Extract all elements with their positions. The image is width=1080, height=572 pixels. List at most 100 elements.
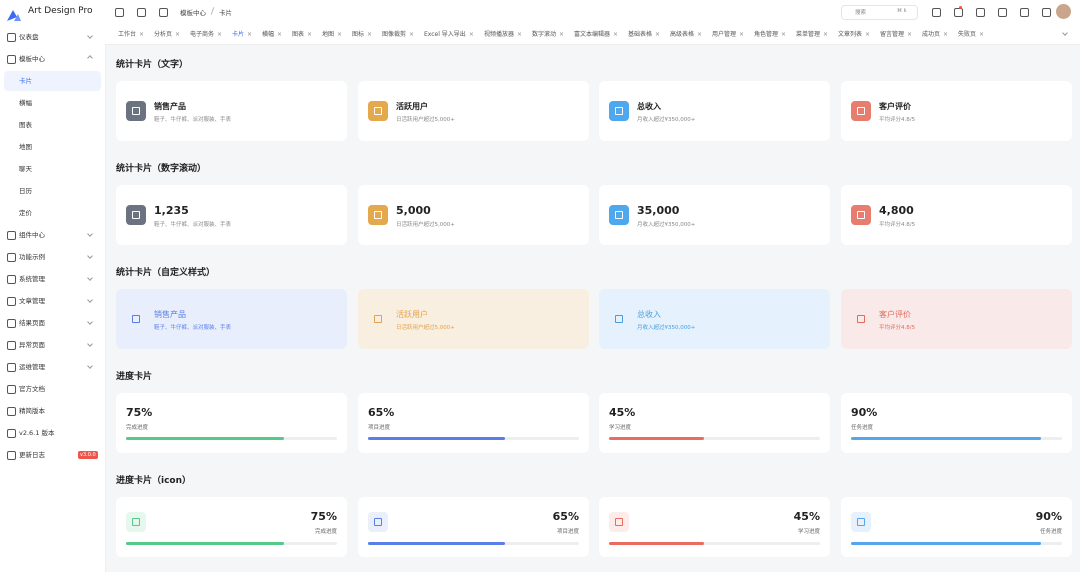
card-desc: 平均评分4.8/5 (879, 325, 916, 331)
submenu-item[interactable]: 横幅 (19, 99, 32, 107)
toolbar-icon[interactable] (954, 8, 963, 17)
tab[interactable]: 失败页 × (954, 29, 988, 40)
toolbar-icon[interactable] (1020, 8, 1029, 17)
tab-label: 地图 (322, 31, 335, 38)
tab-close[interactable]: × (337, 31, 343, 38)
toolbar-icon[interactable] (976, 8, 985, 17)
tab-close[interactable]: × (943, 31, 949, 38)
menu-icon (7, 231, 16, 240)
menu-item[interactable]: 仪表盘 (19, 33, 39, 41)
tab[interactable]: 成功页 × (918, 29, 952, 40)
tab-close[interactable]: × (217, 31, 223, 38)
toolbar-icon[interactable] (998, 8, 1007, 17)
tab-close[interactable]: × (781, 31, 787, 38)
toolbar-icon[interactable] (932, 8, 941, 17)
submenu-item[interactable]: 聊天 (19, 165, 32, 173)
breadcrumb: 卡片 (219, 9, 232, 17)
menu-item[interactable]: 组件中心 (19, 231, 45, 239)
card-desc: 日活跃用户超过5,000+ (396, 222, 455, 228)
submenu-item[interactable]: 日历 (19, 187, 32, 195)
toolbar-icon[interactable] (159, 8, 168, 17)
tab-close[interactable]: × (409, 31, 415, 38)
tab-close[interactable]: × (559, 31, 565, 38)
tab-close[interactable]: × (175, 31, 181, 38)
tab-close[interactable]: × (907, 31, 913, 38)
tab-label: 留言管理 (880, 31, 905, 38)
tab-close[interactable]: × (139, 31, 145, 38)
tab[interactable]: 地图 × (318, 29, 346, 40)
tab[interactable]: 图标 × (348, 29, 376, 40)
progress-value: 75% (126, 406, 153, 419)
tab[interactable]: 用户管理 × (708, 29, 748, 40)
progress-bar (851, 437, 1041, 440)
tab-close[interactable]: × (979, 31, 985, 38)
tab[interactable]: 卡片 × (228, 29, 256, 40)
menu-item[interactable]: 异常页面 (19, 341, 45, 349)
submenu-item[interactable]: 地图 (19, 143, 32, 151)
tab[interactable]: 分析页 × (150, 29, 184, 40)
tab-close[interactable]: × (367, 31, 373, 38)
menu-icon (7, 363, 16, 372)
tab-close[interactable]: × (247, 31, 253, 38)
search-box[interactable] (841, 5, 918, 20)
tab-close[interactable]: × (613, 31, 619, 38)
tab-label: 数字滚动 (532, 31, 557, 38)
menu-item[interactable]: 系统管理 (19, 275, 45, 283)
menu-item[interactable]: 更新日志 (19, 451, 45, 459)
menu-item[interactable]: 官方文档 (19, 385, 45, 393)
submenu-item[interactable]: 卡片 (19, 77, 32, 85)
menu-active-bg (4, 71, 101, 91)
tab-more[interactable] (1062, 30, 1068, 36)
tab[interactable]: 视频播放器 × (480, 29, 526, 40)
avatar[interactable] (1056, 4, 1071, 19)
tab[interactable]: 数字滚动 × (528, 29, 568, 40)
tab[interactable]: 图像裁剪 × (378, 29, 418, 40)
tab[interactable]: 高级表格 × (666, 29, 706, 40)
tab[interactable]: 基础表格 × (624, 29, 664, 40)
menu-item[interactable]: 功能示例 (19, 253, 45, 261)
submenu-item[interactable]: 定价 (19, 209, 32, 217)
tab-close[interactable]: × (277, 31, 283, 38)
tab[interactable]: Excel 导入导出 × (420, 29, 478, 40)
submenu-item[interactable]: 图表 (19, 121, 32, 129)
section-title: 统计卡片（数字滚动） (116, 164, 207, 174)
tab-close[interactable]: × (865, 31, 871, 38)
tab-label: 角色管理 (754, 31, 779, 38)
tab-close[interactable]: × (697, 31, 703, 38)
tab-bar: 工作台 × 分析页 × 电子商务 × 卡片 × 横幅 × 图表 × 地图 × 图标 × 图像裁剪 × Excel 导… (105, 25, 1080, 45)
tab[interactable]: 菜单管理 × (792, 29, 832, 40)
card-icon (126, 309, 146, 329)
tab-close[interactable]: × (823, 31, 829, 38)
menu-item[interactable]: 精简版本 (19, 407, 45, 415)
tab[interactable]: 文章列表 × (834, 29, 874, 40)
menu-item[interactable]: 文章管理 (19, 297, 45, 305)
tab[interactable]: 留言管理 × (876, 29, 916, 40)
progress-track (609, 437, 820, 440)
card-title: 活跃用户 (396, 102, 428, 111)
menu-item[interactable]: 结果页面 (19, 319, 45, 327)
toolbar-icon[interactable] (137, 8, 146, 17)
tab[interactable]: 工作台 × (114, 29, 148, 40)
card: 90% 任务进度 (841, 497, 1072, 557)
tab-close[interactable]: × (655, 31, 661, 38)
tab-close[interactable]: × (468, 31, 474, 38)
toolbar-icon[interactable] (115, 8, 124, 17)
tab[interactable]: 横幅 × (258, 29, 286, 40)
tab[interactable]: 富文本编辑器 × (570, 29, 622, 40)
breadcrumb[interactable]: 模板中心 (180, 9, 206, 17)
tab-close[interactable]: × (517, 31, 523, 38)
tab[interactable]: 图表 × (288, 29, 316, 40)
menu-item[interactable]: 运维管理 (19, 363, 45, 371)
tab-label: 高级表格 (670, 31, 695, 38)
tab[interactable]: 角色管理 × (750, 29, 790, 40)
menu-item[interactable]: v2.6.1 版本 (19, 429, 55, 437)
tab-close[interactable]: × (739, 31, 745, 38)
tab[interactable]: 电子商务 × (186, 29, 226, 40)
progress-desc: 完成进度 (126, 425, 149, 431)
toolbar-icon[interactable] (1042, 8, 1051, 17)
logo-icon (7, 6, 21, 21)
menu-item[interactable]: 模板中心 (19, 55, 45, 63)
progress-desc: 任务进度 (851, 425, 874, 431)
tab-close[interactable]: × (307, 31, 313, 38)
tab-label: 电子商务 (190, 31, 215, 38)
